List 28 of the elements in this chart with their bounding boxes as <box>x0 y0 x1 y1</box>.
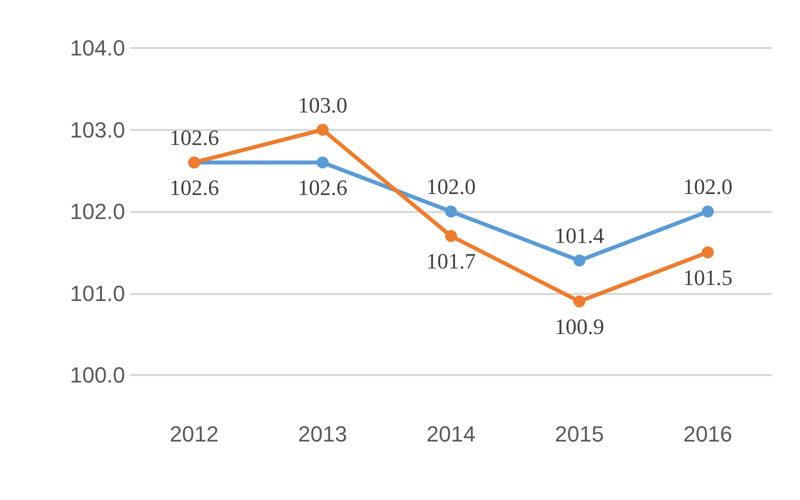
point <box>445 206 457 218</box>
point <box>573 295 586 308</box>
y-tick-label: 104.0 <box>70 36 126 60</box>
y-tick-label: 100.0 <box>70 362 126 388</box>
data-label: 103.0 <box>298 92 348 118</box>
y-tick-label: 103.0 <box>70 117 126 142</box>
data-label: 100.9 <box>554 314 604 339</box>
point <box>445 230 457 242</box>
point <box>316 156 329 168</box>
point <box>702 206 714 218</box>
x-tick-label: 2012 <box>170 422 219 446</box>
data-label: 102.0 <box>426 174 476 199</box>
data-label: 102.6 <box>169 174 219 200</box>
point <box>316 124 329 136</box>
data-label: 101.4 <box>554 223 604 248</box>
data-label: 101.5 <box>683 264 733 290</box>
x-tick-label: 2016 <box>683 422 732 446</box>
x-tick-label: 2013 <box>298 422 348 446</box>
x-tick-label: 2014 <box>426 422 476 446</box>
x-tick-label: 2015 <box>554 422 604 446</box>
point <box>702 246 714 258</box>
data-label: 102.6 <box>169 124 219 150</box>
data-label: 102.6 <box>298 174 348 200</box>
y-tick-label: 101.0 <box>70 280 126 306</box>
data-label: 102.0 <box>683 174 733 199</box>
point <box>573 254 586 267</box>
y-tick-label: 102.0 <box>70 199 126 224</box>
data-label: 101.7 <box>426 248 476 274</box>
